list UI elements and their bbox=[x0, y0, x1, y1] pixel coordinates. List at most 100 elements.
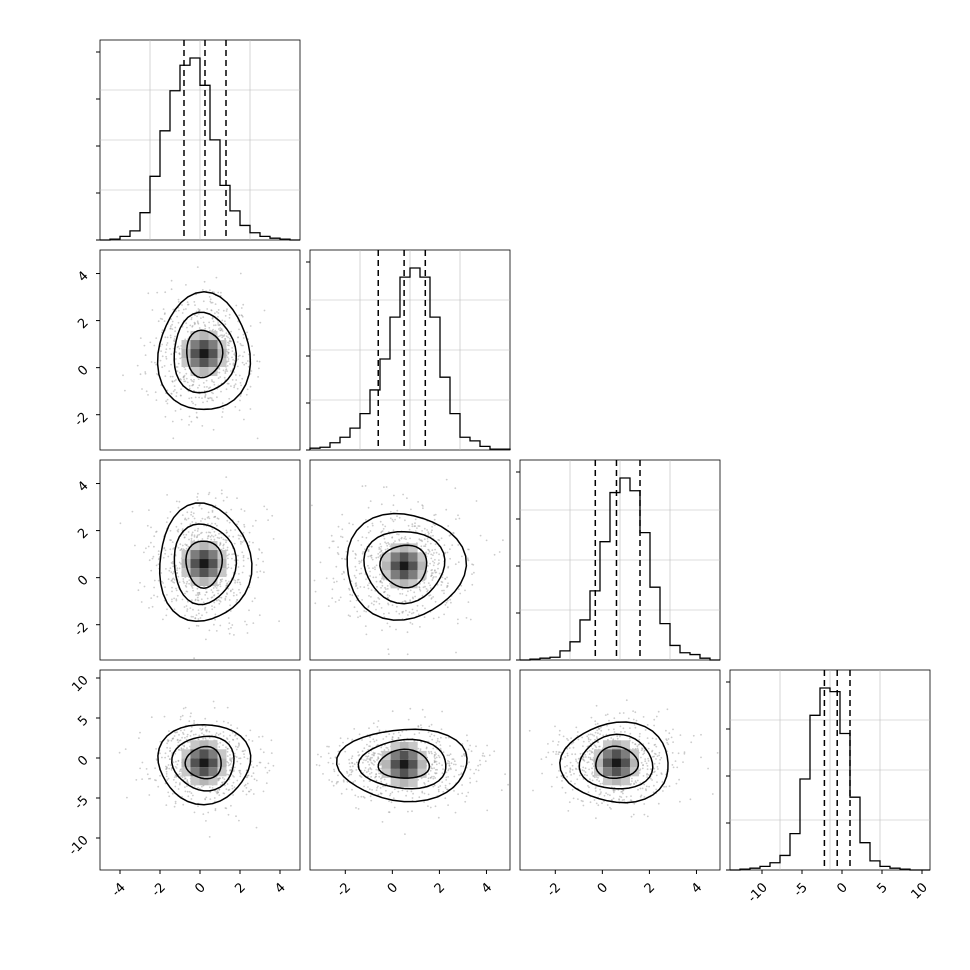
scatter-point bbox=[436, 740, 439, 742]
scatter-point bbox=[387, 653, 390, 655]
scatter-point bbox=[185, 308, 187, 310]
scatter-point bbox=[658, 762, 661, 765]
scatter-point bbox=[418, 525, 421, 527]
scatter-point bbox=[190, 316, 193, 319]
scatter-point bbox=[461, 755, 463, 757]
scatter-point bbox=[409, 600, 412, 603]
scatter-point bbox=[349, 593, 352, 596]
density-cell bbox=[199, 577, 209, 587]
scatter-point bbox=[192, 615, 194, 618]
scatter-point bbox=[233, 766, 236, 769]
scatter-point bbox=[238, 374, 241, 377]
scatter-point bbox=[456, 622, 459, 625]
scatter-point bbox=[672, 741, 674, 743]
scatter-point bbox=[202, 382, 205, 384]
scatter-point bbox=[243, 363, 246, 366]
scatter-point bbox=[166, 766, 168, 769]
scatter-point bbox=[357, 808, 360, 810]
scatter-point bbox=[168, 795, 171, 798]
scatter-point bbox=[164, 586, 166, 588]
scatter-point bbox=[176, 567, 179, 570]
histogram-step-0 bbox=[100, 57, 300, 241]
scatter-point bbox=[183, 536, 186, 539]
scatter-point bbox=[232, 794, 235, 796]
scatter-point bbox=[475, 768, 477, 771]
scatter-point bbox=[314, 590, 317, 593]
scatter-point bbox=[443, 544, 446, 546]
scatter-point bbox=[211, 380, 214, 383]
y-tick-label: -2 bbox=[72, 620, 92, 640]
scatter-point bbox=[197, 594, 200, 597]
scatter-point bbox=[203, 390, 206, 392]
density-cell bbox=[381, 768, 391, 778]
scatter-point bbox=[639, 732, 641, 735]
scatter-point bbox=[387, 541, 389, 544]
scatter-point bbox=[596, 722, 599, 725]
scatter-point bbox=[347, 775, 350, 777]
scatter-point bbox=[131, 510, 134, 513]
scatter-point bbox=[272, 538, 275, 540]
scatter-point bbox=[165, 400, 168, 403]
scatter-point bbox=[165, 348, 168, 351]
scatter-point bbox=[217, 592, 220, 595]
scatter-point bbox=[360, 561, 362, 563]
scatter-point bbox=[195, 521, 197, 524]
scatter-point bbox=[224, 338, 227, 341]
scatter-point bbox=[126, 796, 128, 799]
scatter-point bbox=[218, 532, 220, 535]
scatter-point bbox=[434, 777, 437, 779]
scatter-point bbox=[413, 733, 416, 736]
scatter-point bbox=[405, 609, 407, 612]
density-cell bbox=[208, 577, 218, 587]
scatter-point bbox=[235, 374, 237, 376]
scatter-point bbox=[235, 748, 238, 751]
scatter-point bbox=[239, 382, 242, 384]
scatter-point bbox=[434, 558, 436, 561]
scatter-point bbox=[192, 384, 194, 386]
scatter-point bbox=[335, 580, 338, 583]
scatter-point bbox=[364, 767, 367, 769]
scatter-point bbox=[600, 729, 603, 732]
scatter-point bbox=[370, 761, 373, 764]
scatter-point bbox=[329, 757, 332, 759]
scatter-point bbox=[148, 607, 150, 609]
scatter-point bbox=[372, 567, 374, 570]
scatter-point bbox=[251, 345, 253, 347]
x-tick-label: -10 bbox=[745, 880, 771, 906]
scatter-point bbox=[191, 531, 194, 534]
scatter-point bbox=[249, 373, 252, 375]
scatter-point bbox=[632, 718, 635, 721]
scatter-point bbox=[367, 549, 370, 551]
scatter-point bbox=[206, 400, 209, 403]
scatter-point bbox=[202, 733, 205, 736]
scatter-point bbox=[215, 720, 218, 723]
scatter-point bbox=[246, 632, 249, 634]
x-tick-label: -5 bbox=[791, 880, 811, 900]
scatter-point bbox=[331, 780, 333, 783]
x-tick-label: 0 bbox=[192, 880, 208, 896]
scatter-point bbox=[221, 781, 224, 784]
scatter-point bbox=[221, 578, 224, 581]
scatter-point bbox=[249, 385, 252, 388]
scatter-point bbox=[569, 770, 571, 772]
scatter-point bbox=[597, 732, 599, 734]
scatter-point bbox=[199, 503, 201, 506]
scatter-point bbox=[189, 740, 191, 743]
scatter-point bbox=[338, 599, 340, 601]
scatter-point bbox=[257, 576, 260, 579]
scatter-point bbox=[183, 378, 186, 381]
density-cell bbox=[199, 758, 209, 768]
scatter-point bbox=[343, 558, 346, 560]
scatter-point bbox=[225, 332, 228, 335]
scatter-point bbox=[239, 773, 242, 775]
scatter-point bbox=[232, 781, 235, 784]
scatter-point bbox=[382, 738, 385, 740]
scatter-point bbox=[658, 754, 660, 757]
y-tick-label: 5 bbox=[75, 713, 91, 729]
scatter-point bbox=[441, 781, 444, 783]
scatter-point bbox=[173, 776, 176, 779]
scatter-point bbox=[231, 624, 234, 626]
scatter-point bbox=[682, 761, 684, 763]
scatter-point bbox=[220, 489, 223, 492]
scatter-point bbox=[231, 553, 234, 556]
